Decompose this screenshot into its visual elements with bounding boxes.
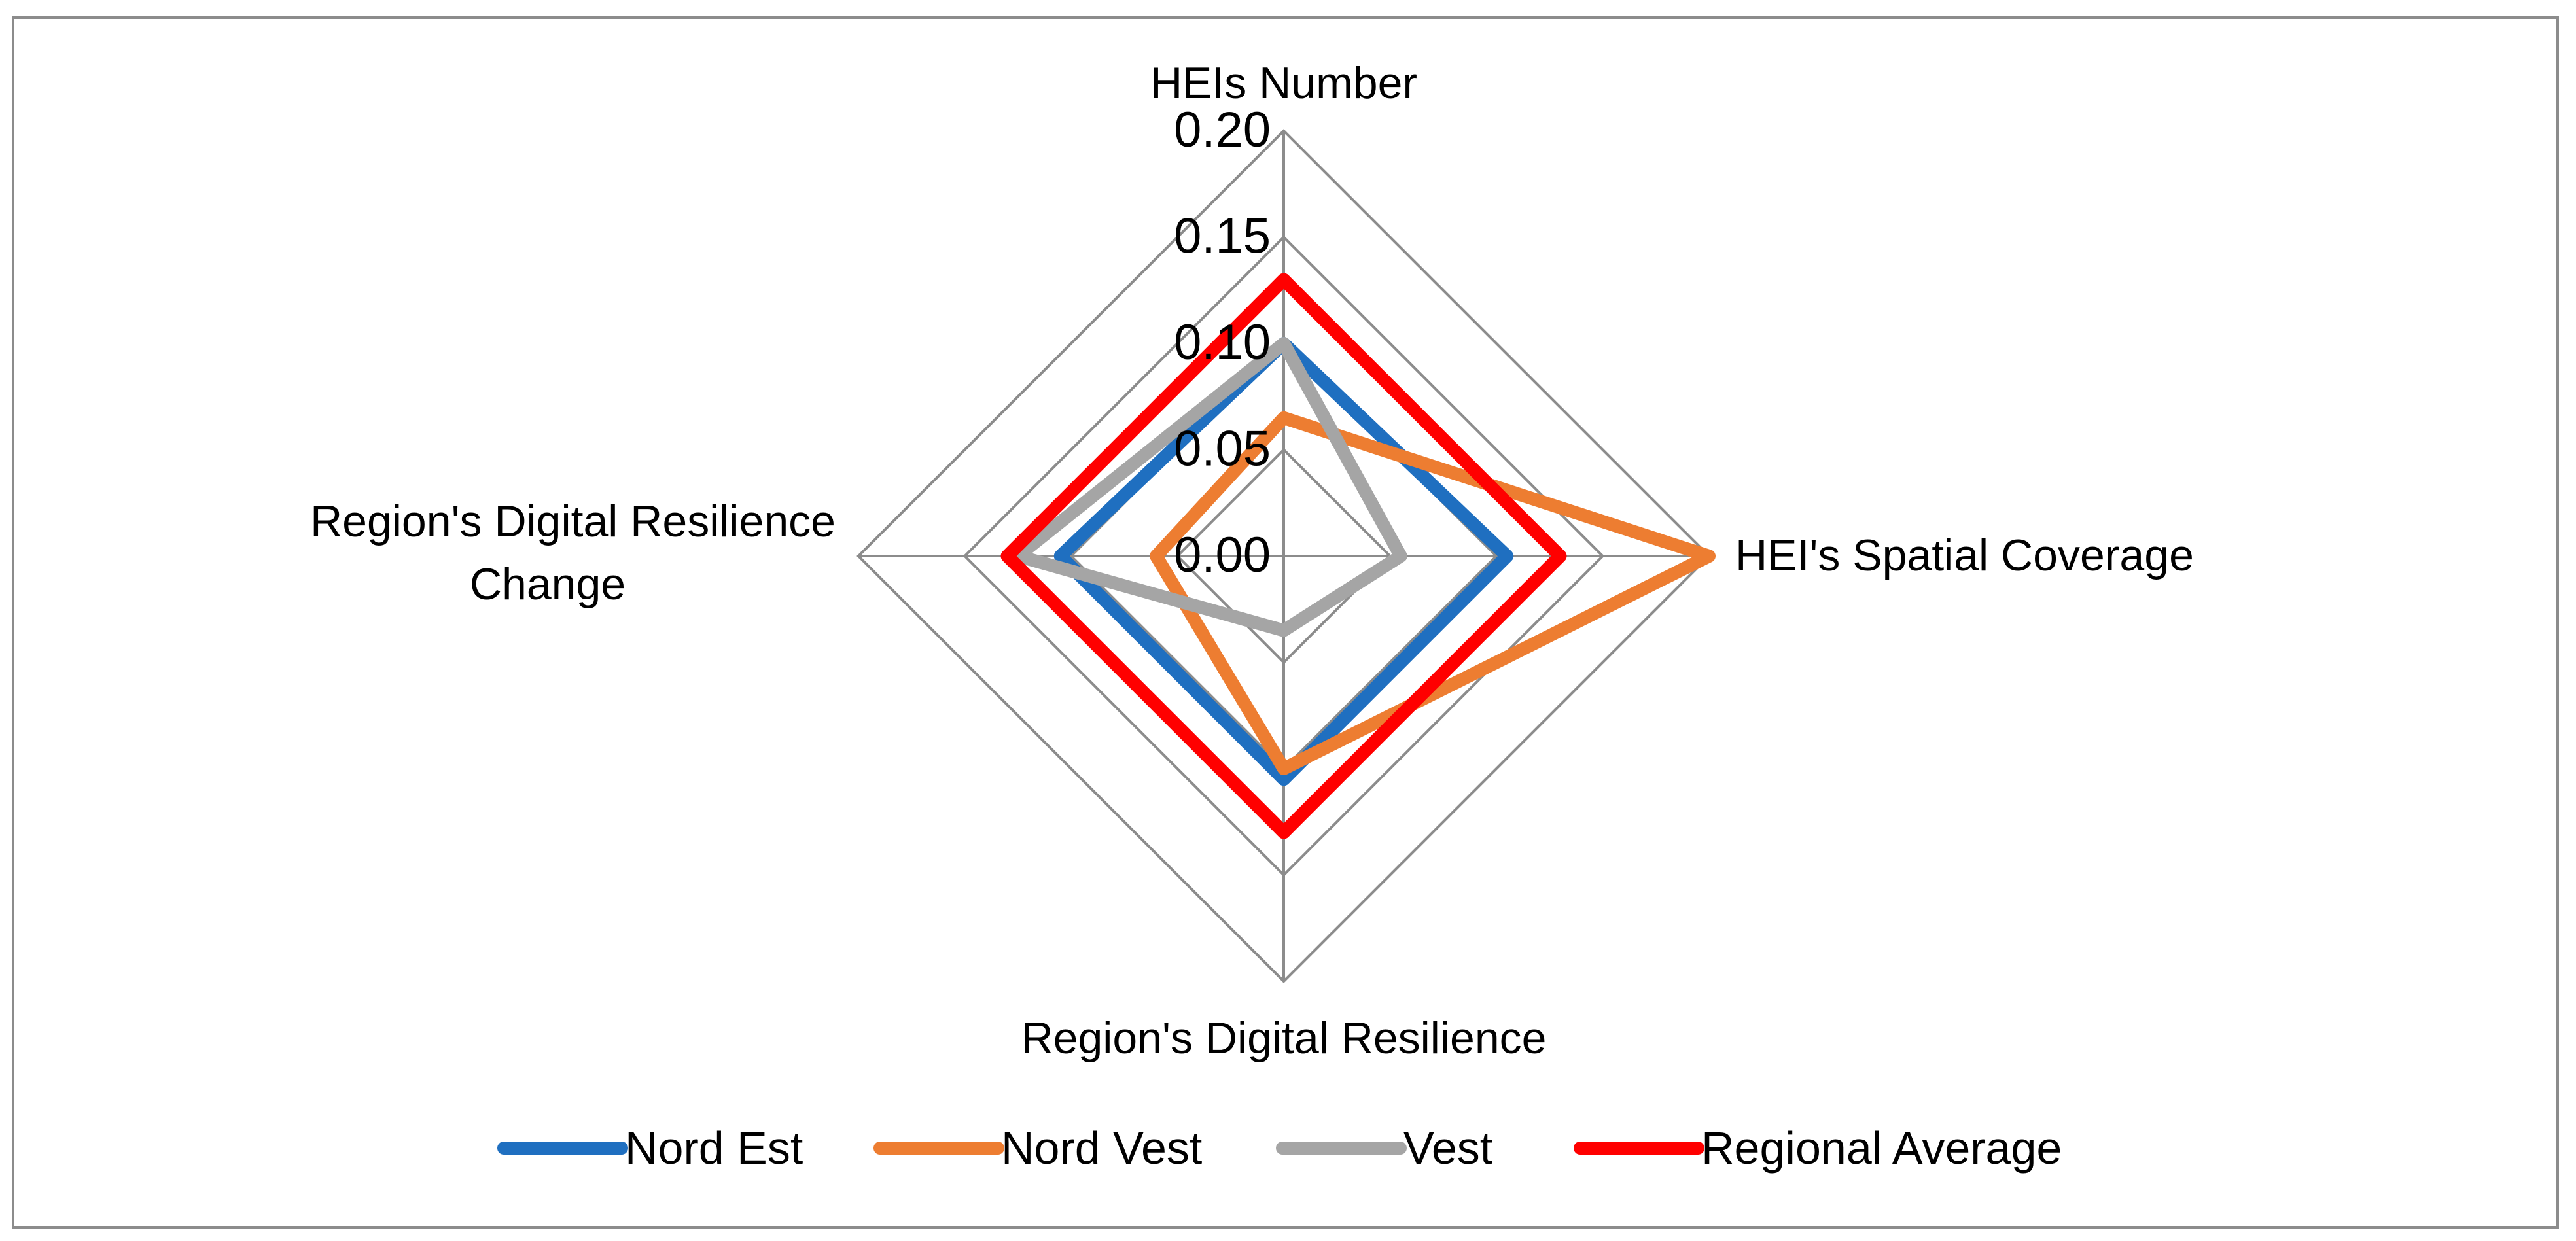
- legend: Nord Est Nord Vest Vest Regional Average: [497, 1123, 2062, 1174]
- radial-tick-labels: 0.00 0.05 0.10 0.15 0.20: [1174, 102, 1271, 583]
- axis-label-line: HEI's Spatial Coverage: [1735, 531, 2194, 580]
- axis-labels: HEIs Number HEI's Spatial Coverage Region'…: [310, 58, 2194, 1063]
- axis-label-line: Change: [470, 559, 626, 609]
- axis-label-line: Region's Digital Resilience: [1021, 1013, 1547, 1063]
- series-regional-average: [1000, 273, 1567, 839]
- axis-label: Region's Digital Resilience Change: [310, 497, 836, 609]
- legend-label-nord-est: Nord Est: [625, 1123, 803, 1174]
- tick-label: 0.00: [1174, 527, 1271, 583]
- tick-label: 0.10: [1174, 315, 1271, 370]
- axis-label-line: Region's Digital Resilience: [310, 497, 836, 546]
- axis-label: HEI's Spatial Coverage: [1735, 531, 2194, 580]
- legend-label-vest: Vest: [1403, 1123, 1492, 1174]
- series-vest: [1011, 337, 1407, 637]
- legend-label-nord-vest: Nord Vest: [1001, 1123, 1202, 1174]
- chart-frame: [12, 16, 2559, 1229]
- series-nord-vest: [1150, 411, 1716, 775]
- tick-label: 0.15: [1174, 209, 1271, 264]
- series-nord-est: [1053, 337, 1514, 786]
- tick-label: 0.05: [1174, 421, 1271, 477]
- radar-grid: [856, 129, 1711, 983]
- legend-label-regional-average: Regional Average: [1701, 1123, 2062, 1174]
- axis-label-line: HEIs Number: [1150, 58, 1417, 108]
- radar-series: [1000, 273, 1716, 839]
- axis-label: HEIs Number: [1150, 58, 1417, 108]
- axis-label: Region's Digital Resilience: [1021, 1013, 1547, 1063]
- tick-label: 0.20: [1174, 102, 1271, 158]
